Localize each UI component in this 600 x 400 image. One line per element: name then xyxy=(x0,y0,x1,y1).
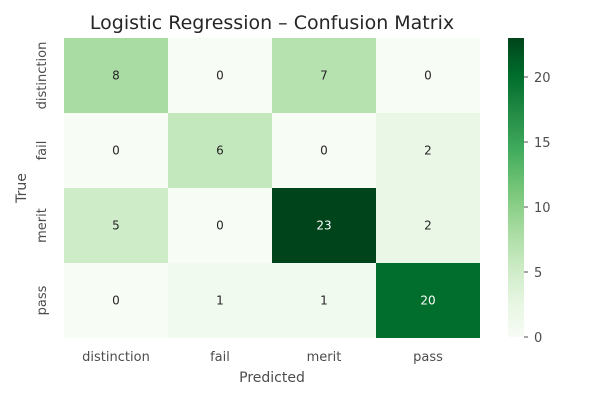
cell-value-label: 2 xyxy=(424,144,432,158)
colorbar-ticks: 0 5 10 15 20 xyxy=(524,71,551,346)
heatmap-cell xyxy=(64,188,168,263)
cell-value-label: 0 xyxy=(112,144,120,158)
x-axis-label: Predicted xyxy=(239,370,305,386)
chart-title: Logistic Regression – Confusion Matrix xyxy=(90,12,454,34)
x-tick-label: fail xyxy=(210,350,230,365)
cell-value-label: 0 xyxy=(216,69,224,83)
heatmap-cell xyxy=(168,38,272,113)
heatmap-cell xyxy=(64,113,168,188)
x-tick-label: distinction xyxy=(82,350,150,365)
y-tick-labels: distinction fail merit pass xyxy=(35,42,50,316)
cell-value-label: 1 xyxy=(216,294,224,308)
colorbar-tick-label: 15 xyxy=(534,136,551,151)
colorbar xyxy=(508,38,524,337)
x-tick-labels: distinction fail merit pass xyxy=(82,350,443,365)
heatmap-cell xyxy=(272,38,376,113)
y-axis-label: True xyxy=(14,173,30,204)
heatmap-cell xyxy=(272,113,376,188)
colorbar-tick-label: 20 xyxy=(534,71,551,86)
heatmap-cell xyxy=(64,38,168,113)
cell-value-label: 0 xyxy=(112,294,120,308)
heatmap-cell xyxy=(168,188,272,263)
x-tick-label: pass xyxy=(413,350,443,365)
y-tick-label: pass xyxy=(35,285,50,315)
cell-value-label: 20 xyxy=(420,294,435,308)
heatmap-cell xyxy=(376,263,480,338)
heatmap-cell xyxy=(376,38,480,113)
y-tick-label: merit xyxy=(35,208,50,243)
cell-value-label: 6 xyxy=(216,144,224,158)
cell-value-label: 7 xyxy=(320,69,328,83)
colorbar-tick-label: 0 xyxy=(534,331,542,346)
colorbar-tick-label: 10 xyxy=(534,201,551,216)
heatmap-cell xyxy=(272,263,376,338)
cell-value-label: 23 xyxy=(316,219,331,233)
cell-value-label: 8 xyxy=(112,69,120,83)
heatmap-cell xyxy=(376,188,480,263)
heatmap-cell xyxy=(64,263,168,338)
heatmap-cells: 8 0 7 00 6 0 25 0 23 20 1 1 20 xyxy=(64,38,480,338)
y-tick-label: fail xyxy=(35,141,50,161)
colorbar-tick-label: 5 xyxy=(534,266,542,281)
cell-value-label: 0 xyxy=(424,69,432,83)
y-tick-label: distinction xyxy=(35,42,50,110)
cell-value-label: 5 xyxy=(112,219,120,233)
cell-value-label: 2 xyxy=(424,219,432,233)
heatmap-cell xyxy=(168,263,272,338)
x-tick-label: merit xyxy=(307,350,342,365)
heatmap-cell xyxy=(272,188,376,263)
cell-value-label: 0 xyxy=(320,144,328,158)
cell-value-label: 0 xyxy=(216,219,224,233)
heatmap-cell xyxy=(168,113,272,188)
heatmap-cell xyxy=(376,113,480,188)
cell-value-label: 1 xyxy=(320,294,328,308)
